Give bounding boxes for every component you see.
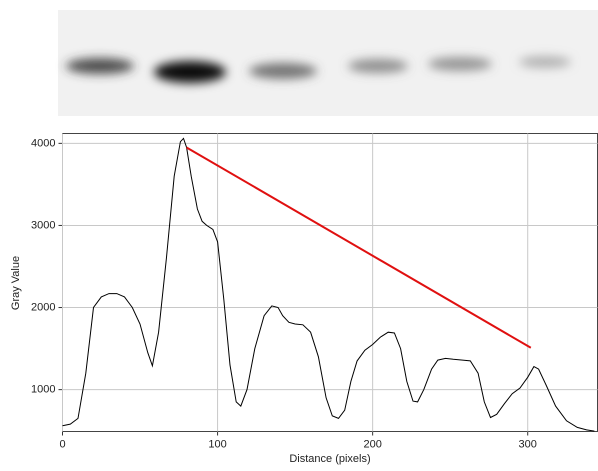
y-tick-label: 3000 xyxy=(31,219,55,231)
x-tick-label: 300 xyxy=(519,438,537,450)
plot-frame xyxy=(62,133,598,432)
x-tick-label: 200 xyxy=(363,438,381,450)
y-tick-label: 4000 xyxy=(31,137,55,149)
x-tick-label: 0 xyxy=(59,438,65,450)
y-tick-label: 2000 xyxy=(31,301,55,313)
annotation-line xyxy=(186,146,532,349)
blot-image xyxy=(58,10,598,116)
x-tick-label: 100 xyxy=(208,438,226,450)
x-axis-label: Distance (pixels) xyxy=(289,453,370,465)
y-axis-label: Gray Value xyxy=(10,256,22,310)
y-tick-label: 1000 xyxy=(31,384,55,396)
data-line xyxy=(62,137,595,432)
